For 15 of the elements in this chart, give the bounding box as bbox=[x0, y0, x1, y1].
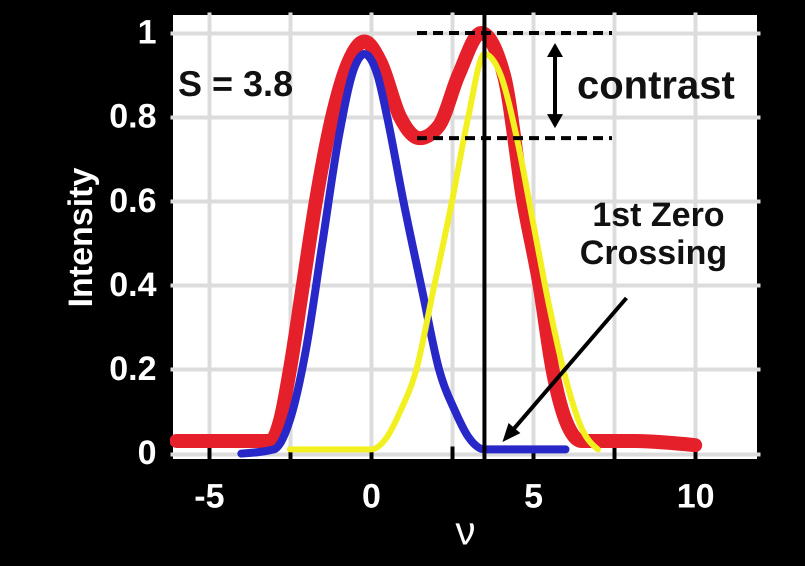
annotation: contrast bbox=[577, 64, 735, 108]
y-tick-label: 0.4 bbox=[109, 266, 157, 304]
x-tick-label: -5 bbox=[194, 478, 225, 516]
y-axis-title: Intensity bbox=[62, 168, 100, 308]
y-tick-label: 1 bbox=[138, 14, 156, 52]
y-tick-label: 0.2 bbox=[109, 350, 156, 388]
y-tick-label: 0.6 bbox=[109, 182, 156, 220]
annotation: S = 3.8 bbox=[178, 63, 294, 104]
x-axis-title: ν bbox=[456, 510, 476, 554]
x-tick-label: 10 bbox=[676, 478, 715, 516]
y-tick-label: 0 bbox=[138, 434, 156, 472]
y-tick-label: 0.8 bbox=[109, 98, 156, 136]
x-tick-label: 0 bbox=[362, 478, 381, 516]
x-tick-label: 5 bbox=[524, 478, 544, 516]
annotation: 1st Zero Crossing bbox=[580, 196, 728, 272]
